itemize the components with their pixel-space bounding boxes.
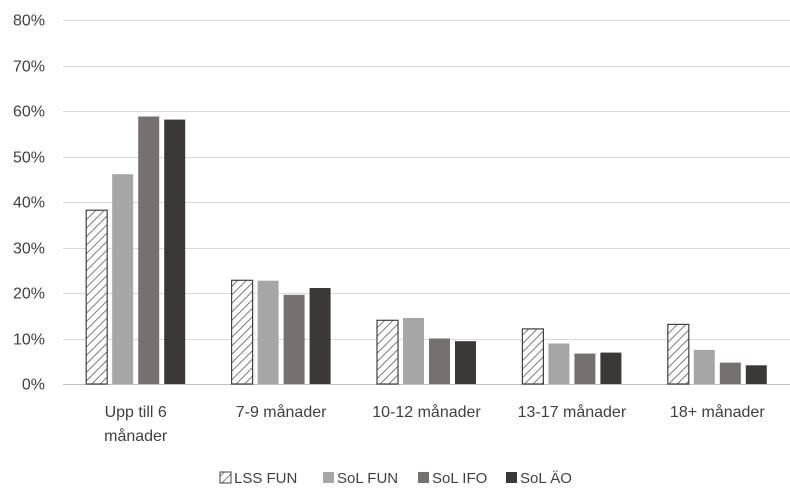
bar: [667, 323, 690, 385]
x-tick-label: 18+ månader: [670, 403, 765, 421]
legend: LSS FUN SoL FUN SoL IFO SoL ÄO: [219, 470, 572, 487]
bar: [574, 353, 596, 384]
bar: [403, 318, 424, 384]
legend-label: SoL IFO: [432, 470, 487, 487]
bar: [521, 328, 545, 385]
bar: [231, 279, 254, 385]
legend-label: LSS FUN: [234, 470, 297, 487]
x-tick-label: 10-12 månader: [372, 403, 481, 421]
legend-swatch: [323, 472, 334, 483]
bar: [164, 119, 186, 384]
bar: [719, 362, 741, 384]
x-tick-label: 7-9 månader: [236, 403, 327, 421]
y-tick-label: 70%: [13, 59, 45, 76]
bar: [429, 338, 450, 384]
x-tick-label: Upp till 6: [105, 404, 167, 421]
legend-label: SoL ÄO: [520, 470, 572, 487]
y-tick-label: 40%: [13, 195, 45, 212]
bar: [745, 365, 767, 384]
x-tick-label: månader: [104, 427, 168, 445]
y-tick-label: 60%: [13, 104, 45, 121]
bar: [600, 352, 622, 384]
x-tick-label: 13-17 månader: [518, 403, 627, 421]
y-tick-label: 10%: [13, 332, 45, 349]
axis-labels: 0% 10% 20% 30% 40% 50% 60% 70% 80% Upp till 6 måna…: [13, 13, 765, 446]
bar: [309, 288, 331, 384]
bar: [283, 294, 305, 384]
y-tick-label: 50%: [13, 150, 45, 167]
bars: [85, 116, 767, 385]
bar: [693, 349, 715, 384]
bar: [85, 209, 108, 385]
y-tick-label: 20%: [13, 286, 45, 303]
legend-swatch: [219, 471, 232, 484]
bar: [112, 174, 134, 384]
bar: [257, 280, 279, 384]
y-tick-label: 80%: [13, 13, 45, 30]
y-tick-label: 30%: [13, 241, 45, 258]
bar: [455, 341, 476, 384]
bar: [548, 343, 570, 384]
bar: [138, 116, 160, 384]
y-tick-label: 0%: [22, 377, 45, 394]
legend-swatch: [506, 472, 517, 483]
legend-swatch: [418, 472, 429, 483]
bar: [376, 319, 399, 385]
legend-label: SoL FUN: [337, 470, 398, 487]
